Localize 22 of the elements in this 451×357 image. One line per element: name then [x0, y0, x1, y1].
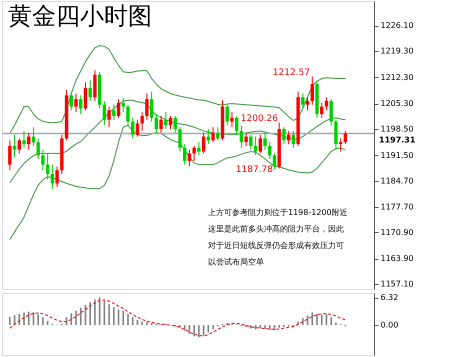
y-tick-label: 1198.50: [380, 124, 414, 134]
y-tick-label: 1212.30: [380, 72, 414, 82]
y-tick-label: 0.00: [380, 320, 398, 330]
annotation: 1212.57: [272, 68, 310, 78]
y-tick-label: 1157.10: [380, 280, 414, 289]
y-tick-label: 1177.70: [380, 202, 414, 212]
y-tick-label: 6.32: [380, 293, 398, 302]
y-tick-label: 1184.70: [380, 176, 414, 186]
annotation: 对于近日短线反弹仍会形成有效压力可: [208, 241, 344, 250]
y-tick-label: 1226.10: [380, 21, 414, 30]
annotation: 上方可参考阻力则位于1198-1200附近: [208, 208, 348, 217]
ref-line-label: 1197.31: [379, 136, 416, 145]
y-tick-label: 1163.90: [380, 254, 414, 264]
annotation: 这里是此前多头冲高的阻力平台，因此: [208, 224, 344, 234]
annotation: 1187.78: [236, 165, 274, 175]
y-tick-label: 1170.90: [380, 228, 414, 237]
y-tick-label: 1191.50: [380, 150, 414, 160]
annotation: 1200.26: [240, 114, 278, 124]
chart-title: 黄金四小时图: [8, 2, 152, 30]
y-tick-label: 1219.30: [380, 46, 414, 56]
y-tick-label: 1205.30: [380, 99, 414, 108]
annotation: 以尝试布局空单: [208, 258, 264, 266]
